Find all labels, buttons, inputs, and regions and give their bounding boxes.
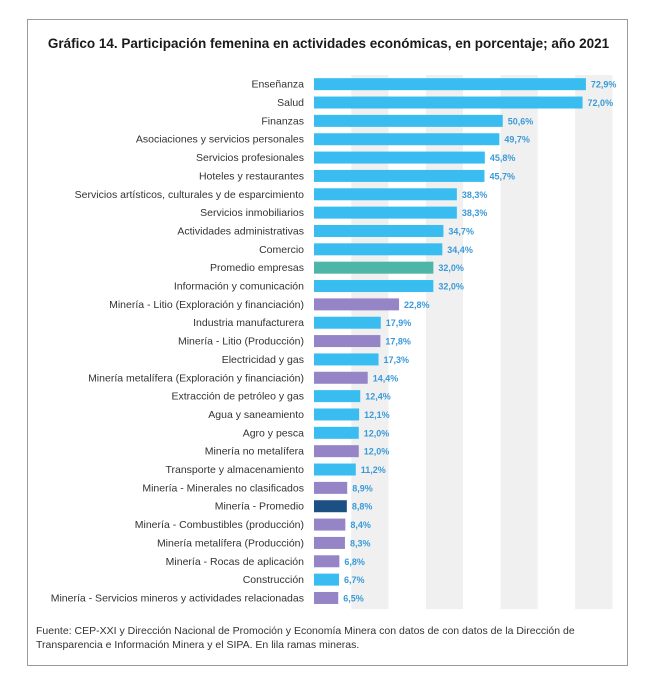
grid-band	[575, 75, 612, 609]
category-label: Minería - Minerales no clasificados	[142, 482, 304, 494]
value-label: 72,9%	[591, 80, 617, 90]
bar	[314, 170, 484, 182]
value-label: 6,7%	[344, 575, 365, 585]
value-label: 14,4%	[373, 373, 399, 383]
value-label: 12,4%	[365, 392, 391, 402]
category-label: Minería - Combustibles (producción)	[135, 519, 304, 531]
category-label: Minería - Litio (Exploración y financiac…	[109, 299, 304, 311]
bar	[314, 353, 379, 365]
category-label: Comercio	[259, 244, 304, 256]
category-label: Información y comunicación	[174, 281, 304, 293]
bar	[314, 262, 433, 274]
value-label: 32,0%	[438, 282, 464, 292]
bar	[314, 427, 359, 439]
bar	[314, 500, 347, 512]
category-label: Minería - Rocas de aplicación	[166, 556, 304, 568]
bar	[314, 152, 485, 164]
bar	[314, 574, 339, 586]
bar	[314, 445, 359, 457]
value-label: 6,5%	[343, 593, 364, 603]
grid-band	[538, 75, 575, 609]
value-label: 45,8%	[490, 153, 516, 163]
value-label: 50,6%	[508, 116, 534, 126]
bar	[314, 225, 443, 237]
bar	[314, 372, 368, 384]
value-label: 8,4%	[350, 520, 371, 530]
value-label: 72,0%	[588, 98, 614, 108]
bar	[314, 464, 356, 476]
bar	[314, 97, 583, 109]
bar-chart: Enseñanza Salud Finanzas Asociaciones y ser…	[28, 20, 629, 620]
category-label: Industria manufacturera	[193, 317, 304, 329]
bar	[314, 115, 503, 127]
source-note: Fuente: CEP-XXI y Dirección Nacional de …	[36, 624, 626, 652]
category-label: Minería - Litio (Producción)	[178, 336, 304, 348]
value-label: 17,9%	[386, 318, 412, 328]
category-label: Servicios inmobiliarios	[200, 207, 304, 219]
bar	[314, 592, 338, 604]
bar	[314, 188, 457, 200]
category-label: Promedio empresas	[210, 262, 304, 274]
value-label: 12,0%	[364, 447, 390, 457]
bar	[314, 555, 339, 567]
bar	[314, 280, 433, 292]
value-label: 45,7%	[489, 171, 515, 181]
value-label: 17,3%	[384, 355, 410, 365]
bar	[314, 390, 360, 402]
bar	[314, 133, 499, 145]
category-label: Transporte y almacenamiento	[165, 464, 304, 476]
bar	[314, 78, 586, 90]
category-label: Hoteles y restaurantes	[199, 170, 304, 182]
value-label: 49,7%	[504, 135, 530, 145]
bar	[314, 243, 442, 255]
bar	[314, 207, 457, 219]
bar	[314, 482, 347, 494]
category-labels: Enseñanza Salud Finanzas Asociaciones y ser…	[51, 79, 304, 605]
value-label: 38,3%	[462, 190, 488, 200]
category-label: Minería metalífera (Producción)	[157, 537, 304, 549]
category-label: Extracción de petróleo y gas	[172, 391, 305, 403]
category-label: Servicios profesionales	[196, 152, 304, 164]
value-label: 17,8%	[385, 337, 411, 347]
chart-frame: Gráfico 14. Participación femenina en ac…	[27, 19, 628, 666]
category-label: Agro y pesca	[243, 427, 304, 439]
value-label: 12,1%	[364, 410, 390, 420]
value-label: 8,9%	[352, 483, 373, 493]
bar	[314, 519, 345, 531]
category-label: Minería metalífera (Exploración y financ…	[88, 372, 304, 384]
category-label: Salud	[277, 97, 304, 109]
category-label: Construcción	[243, 574, 304, 586]
value-label: 8,8%	[352, 502, 373, 512]
category-label: Enseñanza	[251, 79, 304, 91]
value-label: 34,4%	[447, 245, 473, 255]
category-label: Minería - Servicios mineros y actividade…	[51, 592, 304, 604]
bar	[314, 537, 345, 549]
value-label: 22,8%	[404, 300, 430, 310]
bar	[314, 335, 380, 347]
bar	[314, 408, 359, 420]
category-label: Asociaciones y servicios personales	[136, 134, 304, 146]
category-label: Agua y saneamiento	[208, 409, 304, 421]
value-label: 11,2%	[361, 465, 386, 475]
value-label: 6,8%	[344, 557, 365, 567]
value-label: 12,0%	[364, 428, 390, 438]
category-label: Finanzas	[261, 115, 304, 127]
category-label: Servicios artísticos, culturales y de es…	[75, 189, 304, 201]
category-label: Minería - Promedio	[215, 501, 304, 513]
value-label: 8,3%	[350, 538, 371, 548]
category-label: Actividades administrativas	[177, 225, 304, 237]
bar	[314, 298, 399, 310]
value-label: 38,3%	[462, 208, 488, 218]
value-label: 34,7%	[448, 226, 474, 236]
category-label: Electricidad y gas	[222, 354, 304, 366]
bar	[314, 317, 381, 329]
category-label: Minería no metalífera	[205, 446, 304, 458]
value-label: 32,0%	[438, 263, 464, 273]
